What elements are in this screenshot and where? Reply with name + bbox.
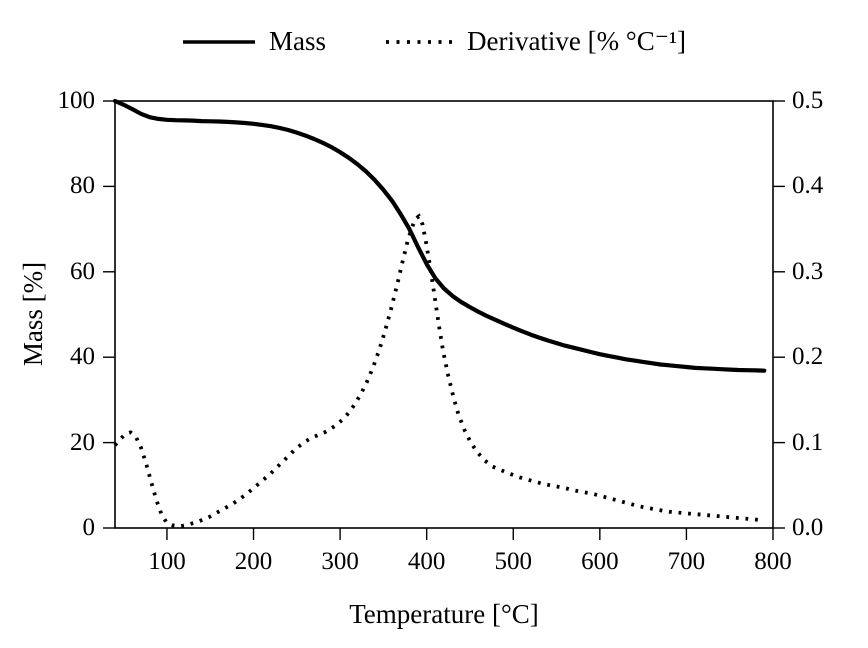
y-left-tick-label: 80 [70,172,95,200]
y-right-tick-label: 0.5 [792,87,824,114]
legend-item-derivative: Derivative [% °C⁻¹] [384,28,686,55]
y-axis-label-left: Mass [%] [18,261,48,367]
x-tick-label: 300 [321,548,359,575]
x-tick-label: 500 [494,548,533,575]
dotted-line-sample-icon [385,39,454,44]
plot-frame [114,100,774,529]
y-left-tick-label: 40 [70,343,95,371]
y-right-tick-label: 0.4 [792,172,824,200]
y-left-tick-label: 60 [70,257,95,285]
solid-line-sample-icon [182,39,255,44]
y-right-tick-label: 0.0 [792,514,824,541]
y-left-tick-label: 0 [82,514,96,541]
legend-item-mass: Mass [182,28,326,55]
x-axis-label: Temperature [°C] [349,599,539,629]
x-tick-label: 200 [234,548,273,575]
y-right-tick-label: 0.2 [792,343,824,371]
x-tick-label: 400 [407,548,446,575]
x-tick-label: 600 [581,548,619,575]
series-derivative-curve [113,213,765,529]
x-tick-label: 100 [148,548,186,575]
x-tick-label: 800 [754,548,792,575]
series-mass-curve [112,98,767,373]
legend: Mass Derivative [% °C⁻¹] [0,28,868,55]
y-left-tick-label: 100 [57,87,96,114]
legend-derivative-label: Derivative [% °C⁻¹] [466,26,687,56]
legend-mass-label: Mass [268,26,326,56]
y-right-tick-label: 0.1 [792,428,824,456]
x-tick-label: 700 [667,548,706,575]
y-left-tick-label: 20 [70,428,95,456]
y-right-tick-label: 0.3 [792,257,824,285]
